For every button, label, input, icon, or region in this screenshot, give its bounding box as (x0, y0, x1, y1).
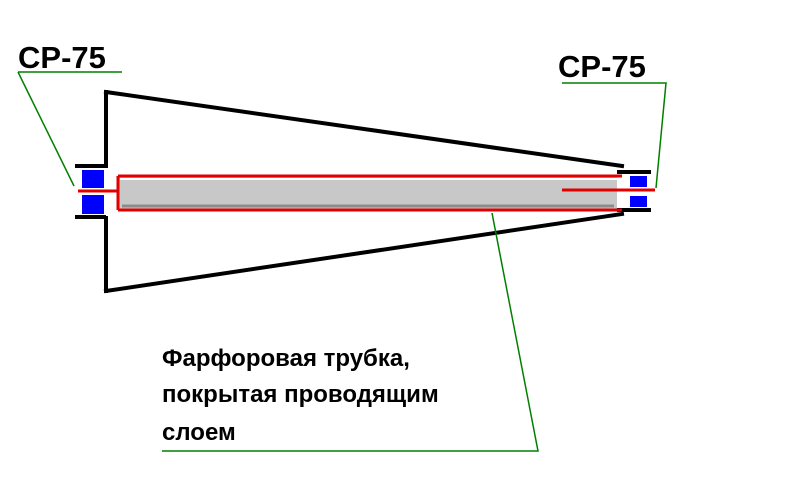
left-insulator-bottom (82, 195, 104, 214)
caption-leader (162, 212, 539, 452)
caption-line-2: покрытая проводящим (162, 381, 439, 408)
cone-outline (103, 89, 625, 294)
right-connector-label: СР-75 (558, 49, 646, 84)
caption-line-3: слоем (162, 419, 236, 446)
porcelain-tube (116, 174, 655, 212)
right-insulator-bottom (630, 196, 647, 207)
tube-body (118, 177, 617, 209)
right-connector (617, 170, 651, 212)
cone-bottom-edge (103, 211, 625, 294)
cone-top-edge (103, 89, 625, 169)
left-insulator-top (82, 170, 104, 188)
right-insulator-top (630, 176, 647, 187)
caption-line-1: Фарфоровая трубка, (162, 345, 410, 372)
left-connector-label: СР-75 (18, 40, 106, 75)
leader-lines (17, 71, 667, 452)
left-label-leader-diag (17, 71, 75, 187)
right-label-leader (562, 82, 667, 189)
left-connector (75, 164, 118, 219)
